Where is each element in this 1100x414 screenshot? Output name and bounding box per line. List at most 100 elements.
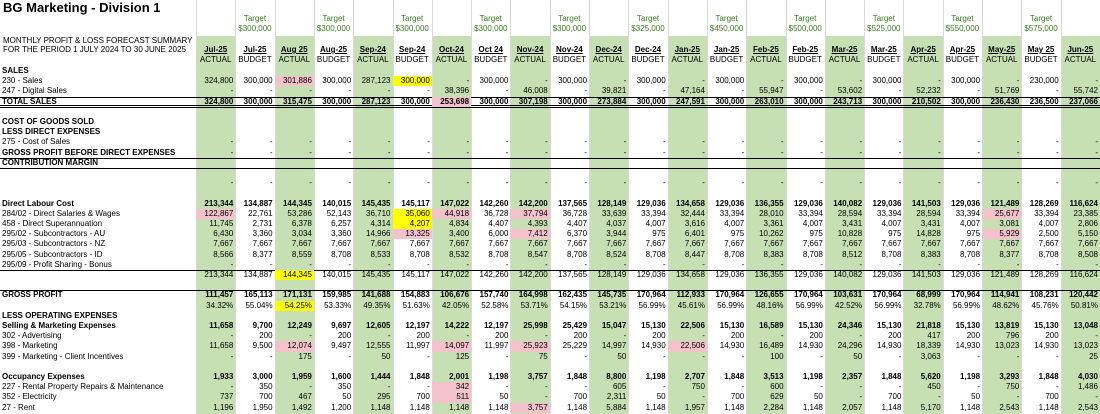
column-month: Nov-24 [516,45,544,54]
cell-value: - [348,351,352,361]
column-month: Feb-25 [753,45,779,54]
cell-value: 5,884 [606,402,627,412]
cell-value: - [741,178,745,188]
cell-value: 56.99% [638,300,666,310]
column-month: Jan-25 [674,45,700,54]
grid-line [549,0,551,414]
row-label: 227 - Rental Property Repairs & Maintena… [2,382,164,392]
cell-value: 8,559 [291,249,312,259]
cell-value: 200 [888,331,902,341]
cell-value: - [780,76,784,86]
cell-value: 42.05% [441,300,470,310]
cell-value: 16,589 [759,321,784,330]
cell-value: 5,150 [1077,229,1098,239]
cell-value: 24,346 [837,321,863,330]
cell-value: 7,667 [409,239,430,249]
grid-line [510,0,512,414]
cell-value: 7,667 [449,239,470,249]
column-kind: ACTUAL [357,55,389,64]
cell-value: - [348,147,352,157]
column-kind: BUDGET [945,55,980,64]
cell-value: 1,148 [802,402,823,412]
column-kind: BUDGET [395,55,429,64]
cell-value: 9,497 [331,341,352,351]
column-month: Dec-24 [595,45,622,54]
cell-value: 22,506 [667,341,707,352]
cell-value: 136,355 [754,270,784,279]
cell-value: 68,999 [916,290,941,300]
cell-value: 200 [652,331,666,341]
grid-line [392,0,394,414]
cell-value: - [820,86,823,96]
target-value: $500,000 [788,24,822,33]
cell-value: 8,708 [567,249,588,259]
cell-value: 100 [770,351,784,361]
row-label: TOTAL SALES [2,96,57,106]
cell-value: - [466,178,470,188]
cell-value: 511 [431,392,472,403]
cell-value: 129,036 [715,270,745,279]
cell-value: 14,997 [601,341,627,351]
cell-value: 128,149 [597,198,627,208]
cell-value: - [545,392,548,402]
cell-value: 137,565 [558,198,588,208]
cell-value: 7,667 [331,239,352,249]
cell-value: 200 [1045,331,1059,341]
cell-value: 54.15% [559,300,588,310]
cell-value: 210,502 [911,96,941,106]
cell-value: 3,616 [684,219,705,228]
cell-value: - [466,137,470,147]
cell-value: 25,923 [510,341,550,352]
cell-value: 171,131 [282,290,312,300]
cell-value: 4,007 [1038,219,1059,228]
cell-value: 50 [342,392,352,402]
cell-value: 25,429 [562,321,588,330]
cell-value: 48.62% [992,300,1020,310]
cell-value: 6,000 [488,229,509,239]
cell-value: 175 [298,351,312,361]
cell-value: 1,148 [1038,402,1059,412]
cell-value: 145,435 [361,198,391,208]
cell-value: 287,123 [361,76,391,86]
cell-value: 8,383 [763,249,784,259]
cell-value: - [545,178,548,188]
cell-value: 1,148 [645,402,666,412]
cell-value: - [1095,147,1098,157]
cell-value: 300,000 [322,96,352,106]
cell-value: 55.04% [245,300,273,310]
cell-value: 8,708 [645,249,666,259]
cell-value: - [702,351,705,361]
row-rule [0,270,1100,271]
cell-value: 8,708 [1038,249,1059,259]
cell-value: 56.99% [952,300,981,310]
cell-value: - [505,86,509,96]
cell-value: - [1095,392,1098,402]
cell-value: 45.76% [1031,300,1059,310]
cell-value: 50 [971,392,981,402]
cell-value: - [859,259,863,269]
cell-value: - [545,259,548,269]
cell-value: - [269,178,273,188]
cell-value: 53.21% [599,300,627,310]
cell-value: 213,344 [204,198,234,208]
cell-value: 33,394 [798,208,823,218]
actual-column-fill [746,36,786,414]
target-value: $450,000 [709,24,744,33]
row-label: SALES [2,66,29,75]
cell-value: 147,022 [440,270,470,279]
cell-value: - [427,147,430,157]
cell-value: 4,030 [1077,372,1098,381]
cell-value: 2,284 [763,402,784,412]
cell-value: 128,269 [1029,198,1059,208]
cell-value: 11,658 [209,321,234,330]
column-kind: BUDGET [1024,55,1058,64]
cell-value: 7,667 [999,239,1020,249]
cell-value: 33,394 [719,208,745,218]
cell-value: 56.99% [795,300,823,310]
cell-value: 8,533 [370,249,391,259]
cell-value: 8,524 [606,249,627,259]
cell-value: 2,543 [1077,402,1098,412]
cell-value: - [977,382,981,392]
cell-value: - [1016,76,1020,86]
cell-value: 22,761 [248,208,273,218]
